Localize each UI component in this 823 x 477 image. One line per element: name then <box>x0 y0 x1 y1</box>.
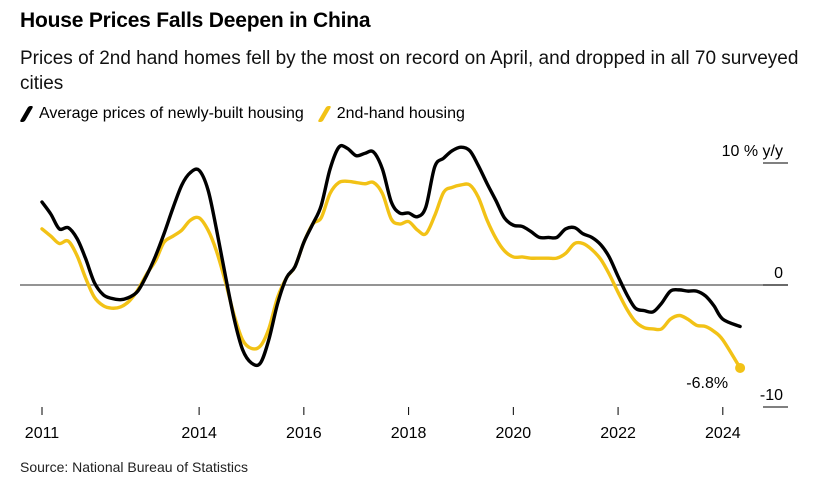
x-tick-label: 2018 <box>391 425 427 442</box>
line-new-housing <box>40 143 742 368</box>
chart-lines <box>40 143 742 370</box>
source-note: Source: National Bureau of Statistics <box>20 459 249 475</box>
x-tick-label: 2014 <box>181 425 217 442</box>
line-second-hand <box>40 179 742 370</box>
endpoint-label: -6.8% <box>686 375 728 392</box>
y-tick-label: 0 <box>774 265 783 282</box>
chart-title: House Prices Falls Deepen in China <box>20 9 371 32</box>
legend-label-new-housing: Average prices of newly-built housing <box>39 105 304 122</box>
chart-labels: -6.8% <box>686 362 746 392</box>
x-tick-label: 2022 <box>600 425 636 442</box>
legend: Average prices of newly-built housing 2n… <box>19 105 479 123</box>
x-tick-label: 2011 <box>25 425 60 442</box>
legend-item-second-hand: 2nd-hand housing <box>317 105 465 123</box>
y-tick-label: 10 % y/y <box>722 143 783 160</box>
x-tick-label: 2024 <box>705 425 741 442</box>
chart-subtitle: Prices of 2nd hand homes fell by the mos… <box>20 48 799 94</box>
chart-axes: 10 % y/y 0 -10 2011 2014 2016 2018 2020 2022 2024 <box>20 143 788 442</box>
legend-label-second-hand: 2nd-hand housing <box>336 105 465 122</box>
y-tick-label: -10 <box>760 387 783 404</box>
endpoint-marker <box>735 362 746 373</box>
x-tick-label: 2020 <box>496 425 532 442</box>
legend-item-new-housing: Average prices of newly-built housing <box>19 105 304 123</box>
x-tick-label: 2016 <box>286 425 322 442</box>
